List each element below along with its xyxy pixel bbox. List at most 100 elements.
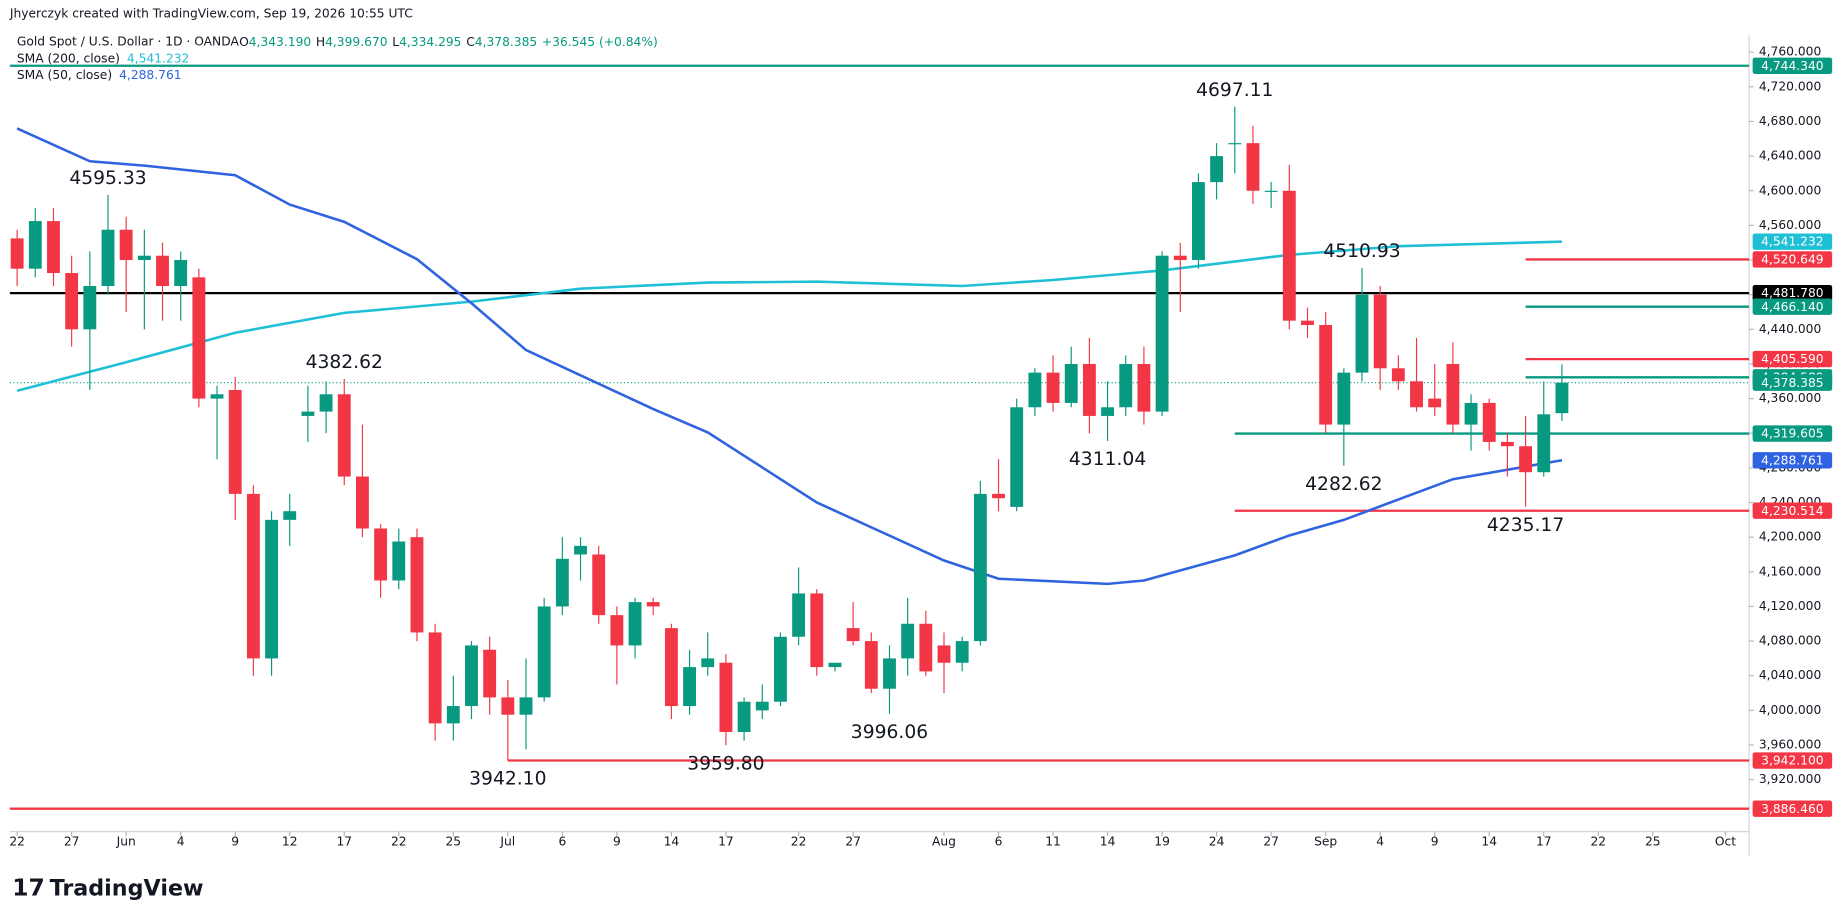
candle-body <box>101 229 115 287</box>
level-badge-bg <box>1752 425 1833 442</box>
ohlc-key: C <box>466 35 475 49</box>
candle-body <box>246 493 260 659</box>
y-tick-label: 4,600.000 <box>1759 183 1821 197</box>
y-tick-label: 4,720.000 <box>1759 79 1821 93</box>
x-tick-label: 24 <box>1209 835 1225 849</box>
x-tick-label: Sep <box>1314 835 1337 849</box>
x-tick-label: 9 <box>1431 835 1439 849</box>
candle-body <box>228 389 242 494</box>
candle-body <box>446 706 460 724</box>
y-tick-label: 4,680.000 <box>1759 114 1821 128</box>
sma-line <box>16 240 1563 393</box>
x-tick-label: 6 <box>995 835 1003 849</box>
sma-badge: 4,288.761 <box>1761 453 1823 467</box>
candle-body <box>1210 156 1224 183</box>
x-tick-label: Jun <box>116 835 136 849</box>
sma-value: 4,541.232 <box>127 51 189 65</box>
candle-body <box>83 286 97 330</box>
x-tick-label: 22 <box>391 835 407 849</box>
x-tick-label: 25 <box>1645 835 1661 849</box>
candle-body <box>719 662 733 733</box>
candle-body <box>1500 441 1514 447</box>
candle-body <box>1282 190 1296 321</box>
y-tick-label: 3,920.000 <box>1759 772 1821 786</box>
level-badge-bg <box>1752 251 1833 268</box>
candle-body <box>955 641 969 663</box>
candle-body <box>1337 372 1351 425</box>
candle-body <box>555 558 569 607</box>
sma-value: 4,288.761 <box>119 67 181 81</box>
price-annotation: 3942.10 <box>469 769 546 790</box>
level-badge-bg <box>1752 350 1833 368</box>
x-tick-label: 14 <box>1100 835 1116 849</box>
candle-body <box>265 519 278 659</box>
y-tick-label: 4,040.000 <box>1759 668 1821 682</box>
y-tick-label: 4,560.000 <box>1759 218 1821 232</box>
ohlc-value: 4,399.670 <box>325 35 387 49</box>
level-badge-bg <box>1752 57 1833 74</box>
price-annotation: 4311.04 <box>1069 449 1146 470</box>
candle-body <box>537 606 551 698</box>
level-badge-bg <box>1752 298 1833 315</box>
candle-body <box>1410 381 1423 408</box>
candle-body <box>1046 372 1060 403</box>
y-tick-label: 4,160.000 <box>1759 564 1821 578</box>
x-tick-label: 27 <box>845 835 861 849</box>
y-tick-label: 4,440.000 <box>1759 322 1821 336</box>
candle-body <box>973 493 987 642</box>
x-tick-label: 27 <box>1263 835 1279 849</box>
candle-body <box>1446 363 1460 425</box>
x-tick-label: 6 <box>558 835 566 849</box>
sma-badge: 4,541.232 <box>1761 235 1823 249</box>
candle-body <box>65 273 79 330</box>
x-tick-label: 22 <box>9 835 25 849</box>
candle-body <box>810 593 824 668</box>
candle-body <box>1082 363 1096 416</box>
level-badge-bg <box>1752 800 1833 817</box>
sma-line <box>16 127 1563 586</box>
sma-badge-bg <box>1752 452 1833 469</box>
last-price-badge: 4,378.385 <box>1761 376 1823 390</box>
candle-body <box>1537 414 1551 473</box>
candle-body <box>1101 407 1115 416</box>
candle-body <box>501 697 515 715</box>
candle-body <box>701 658 715 668</box>
candle-body <box>1192 182 1205 261</box>
ohlc-key: H <box>316 35 325 49</box>
y-tick-label: 4,640.000 <box>1759 149 1821 163</box>
candle-body <box>301 411 315 416</box>
candle-body <box>356 476 369 529</box>
candle-body <box>137 255 151 261</box>
candle-body <box>1173 255 1187 261</box>
x-tick-label: 9 <box>613 835 621 849</box>
price-annotation: 4510.93 <box>1323 241 1400 262</box>
x-tick-label: 17 <box>718 835 734 849</box>
x-tick-label: 25 <box>445 835 461 849</box>
candle-body <box>1301 320 1314 325</box>
level-badge: 4,481.780 <box>1761 286 1823 300</box>
price-annotation: 4282.62 <box>1305 474 1382 495</box>
x-tick-label: 17 <box>336 835 352 849</box>
candle-body <box>519 697 533 715</box>
change: +36.545 (+0.84%) <box>542 35 658 49</box>
candle-body <box>610 615 624 646</box>
candle-body <box>737 701 751 733</box>
y-tick-label: 4,760.000 <box>1759 45 1821 59</box>
candle-body <box>774 636 787 702</box>
x-tick-label: 19 <box>1154 835 1170 849</box>
y-tick-label: 4,200.000 <box>1759 530 1821 544</box>
candle-body <box>174 260 188 287</box>
candle-body <box>1355 294 1369 373</box>
level-badge: 4,405.590 <box>1761 352 1823 366</box>
candle-body <box>283 511 297 520</box>
candle-body <box>864 641 878 689</box>
x-tick-label: 22 <box>791 835 807 849</box>
candle-body <box>592 554 606 616</box>
x-tick-label: 22 <box>1590 835 1606 849</box>
x-tick-label: Jul <box>499 835 515 849</box>
price-annotation: 4697.11 <box>1196 80 1273 101</box>
ohlc-value: 4,378.385 <box>475 35 537 49</box>
candle-body <box>1155 255 1169 412</box>
candle-body <box>337 394 351 477</box>
